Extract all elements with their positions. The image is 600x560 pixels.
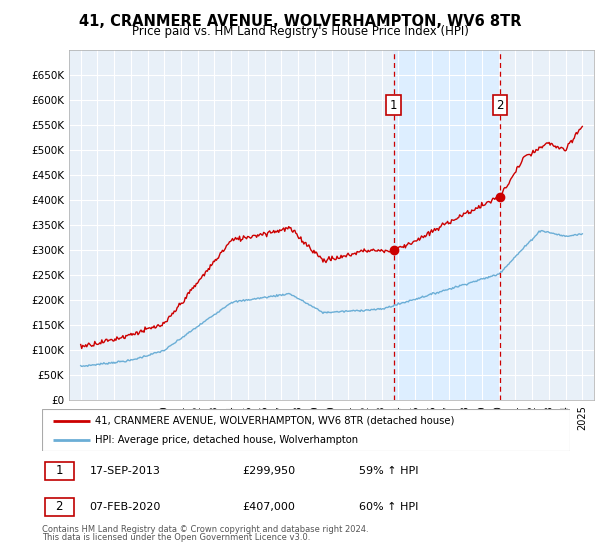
Text: This data is licensed under the Open Government Licence v3.0.: This data is licensed under the Open Gov… [42,533,310,542]
Text: HPI: Average price, detached house, Wolverhampton: HPI: Average price, detached house, Wolv… [95,435,358,445]
Text: £407,000: £407,000 [242,502,296,512]
Bar [394,50,500,400]
Text: 17-SEP-2013: 17-SEP-2013 [89,465,160,475]
Bar [44,498,74,516]
Text: 2: 2 [496,99,504,112]
Text: 59% ↑ HPI: 59% ↑ HPI [359,465,418,475]
Text: Contains HM Land Registry data © Crown copyright and database right 2024.: Contains HM Land Registry data © Crown c… [42,525,368,534]
Text: 2: 2 [55,500,63,513]
Bar [44,461,74,479]
Text: 1: 1 [390,99,397,112]
Text: 07-FEB-2020: 07-FEB-2020 [89,502,161,512]
Text: Price paid vs. HM Land Registry's House Price Index (HPI): Price paid vs. HM Land Registry's House … [131,25,469,38]
Text: 1: 1 [55,464,63,477]
Text: 60% ↑ HPI: 60% ↑ HPI [359,502,418,512]
Text: £299,950: £299,950 [242,465,296,475]
Text: 41, CRANMERE AVENUE, WOLVERHAMPTON, WV6 8TR (detached house): 41, CRANMERE AVENUE, WOLVERHAMPTON, WV6 … [95,416,454,426]
Text: 41, CRANMERE AVENUE, WOLVERHAMPTON, WV6 8TR: 41, CRANMERE AVENUE, WOLVERHAMPTON, WV6 … [79,14,521,29]
